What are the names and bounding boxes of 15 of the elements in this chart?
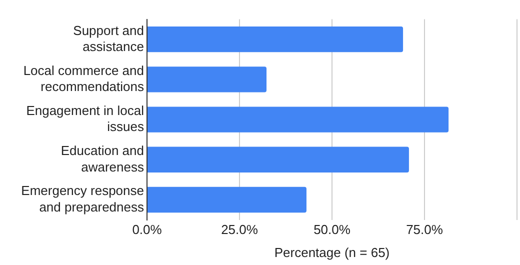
bar xyxy=(148,66,267,92)
x-tick-label: 25.0% xyxy=(221,222,258,238)
bar xyxy=(148,26,404,52)
bar xyxy=(148,186,306,213)
x-tick-label: 75.0% xyxy=(406,222,444,238)
y-tick-label: Engagement in local issues xyxy=(26,102,144,134)
bar xyxy=(148,106,449,132)
x-axis-title: Percentage (n = 65) xyxy=(274,244,390,260)
x-tick-label: 0.0% xyxy=(132,222,162,238)
y-tick-label: Emergency response and preparedness xyxy=(21,183,144,214)
y-tick-label: Support and assistance xyxy=(73,22,144,54)
y-tick-label: Local commerce and recommendations xyxy=(23,62,144,94)
x-tick-label: 50.0% xyxy=(314,222,351,238)
bar xyxy=(148,146,409,172)
y-tick-label: Education and awareness xyxy=(60,143,144,174)
